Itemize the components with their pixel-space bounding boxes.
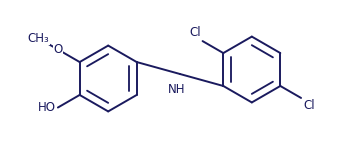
Text: O: O [53, 43, 63, 56]
Text: Cl: Cl [190, 26, 201, 39]
Text: Cl: Cl [303, 99, 315, 112]
Text: HO: HO [37, 101, 55, 114]
Text: NH: NH [168, 83, 186, 96]
Text: CH₃: CH₃ [27, 32, 49, 45]
